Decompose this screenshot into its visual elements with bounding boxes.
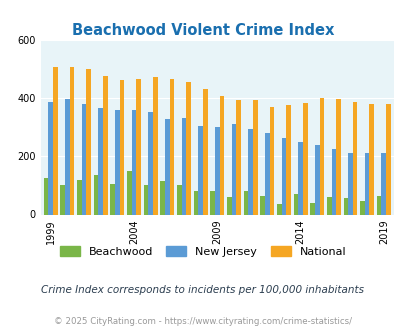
Bar <box>376 196 381 214</box>
Bar <box>153 78 157 214</box>
Bar <box>53 67 58 214</box>
Bar <box>264 133 269 214</box>
Bar <box>169 79 174 214</box>
Bar <box>293 194 297 214</box>
Text: Beachwood Violent Crime Index: Beachwood Violent Crime Index <box>72 23 333 38</box>
Bar <box>127 171 131 214</box>
Bar <box>69 67 74 214</box>
Text: © 2025 CityRating.com - https://www.cityrating.com/crime-statistics/: © 2025 CityRating.com - https://www.city… <box>54 317 351 326</box>
Bar <box>314 145 319 214</box>
Bar <box>364 153 369 214</box>
Bar <box>385 104 390 214</box>
Bar <box>369 104 373 214</box>
Bar <box>131 110 136 214</box>
Bar <box>335 99 340 214</box>
Bar <box>48 102 53 214</box>
Bar <box>297 142 302 214</box>
Bar <box>381 153 385 214</box>
Bar <box>269 107 273 214</box>
Bar <box>198 126 202 214</box>
Bar <box>352 102 357 214</box>
Bar <box>286 105 290 214</box>
Bar <box>110 184 115 215</box>
Bar <box>86 69 91 214</box>
Bar <box>65 99 69 214</box>
Bar <box>160 181 164 214</box>
Bar <box>98 108 102 214</box>
Bar <box>252 100 257 214</box>
Bar <box>281 138 286 214</box>
Bar <box>181 118 186 214</box>
Bar <box>236 100 240 214</box>
Bar <box>210 191 214 214</box>
Bar <box>302 103 307 214</box>
Bar <box>243 191 247 214</box>
Bar <box>119 81 124 214</box>
Bar <box>164 119 169 214</box>
Bar <box>177 185 181 214</box>
Bar <box>347 153 352 214</box>
Bar <box>193 191 198 214</box>
Legend: Beachwood, New Jersey, National: Beachwood, New Jersey, National <box>55 242 350 261</box>
Bar <box>260 196 264 214</box>
Bar <box>343 198 347 214</box>
Bar <box>143 185 148 214</box>
Bar <box>276 204 281 215</box>
Bar <box>60 185 65 214</box>
Text: Crime Index corresponds to incidents per 100,000 inhabitants: Crime Index corresponds to incidents per… <box>41 285 364 295</box>
Bar <box>214 127 219 214</box>
Bar <box>186 82 190 214</box>
Bar <box>319 98 323 214</box>
Bar <box>115 110 119 214</box>
Bar <box>359 201 364 214</box>
Bar <box>148 112 153 214</box>
Bar <box>77 180 81 214</box>
Bar <box>231 124 236 214</box>
Bar <box>326 197 331 214</box>
Bar <box>81 104 86 214</box>
Bar <box>202 89 207 214</box>
Bar <box>219 96 224 214</box>
Bar <box>93 175 98 214</box>
Bar <box>43 178 48 214</box>
Bar <box>247 128 252 214</box>
Bar <box>226 197 231 214</box>
Bar <box>331 149 335 214</box>
Bar <box>102 76 107 215</box>
Bar <box>309 203 314 214</box>
Bar <box>136 79 141 214</box>
